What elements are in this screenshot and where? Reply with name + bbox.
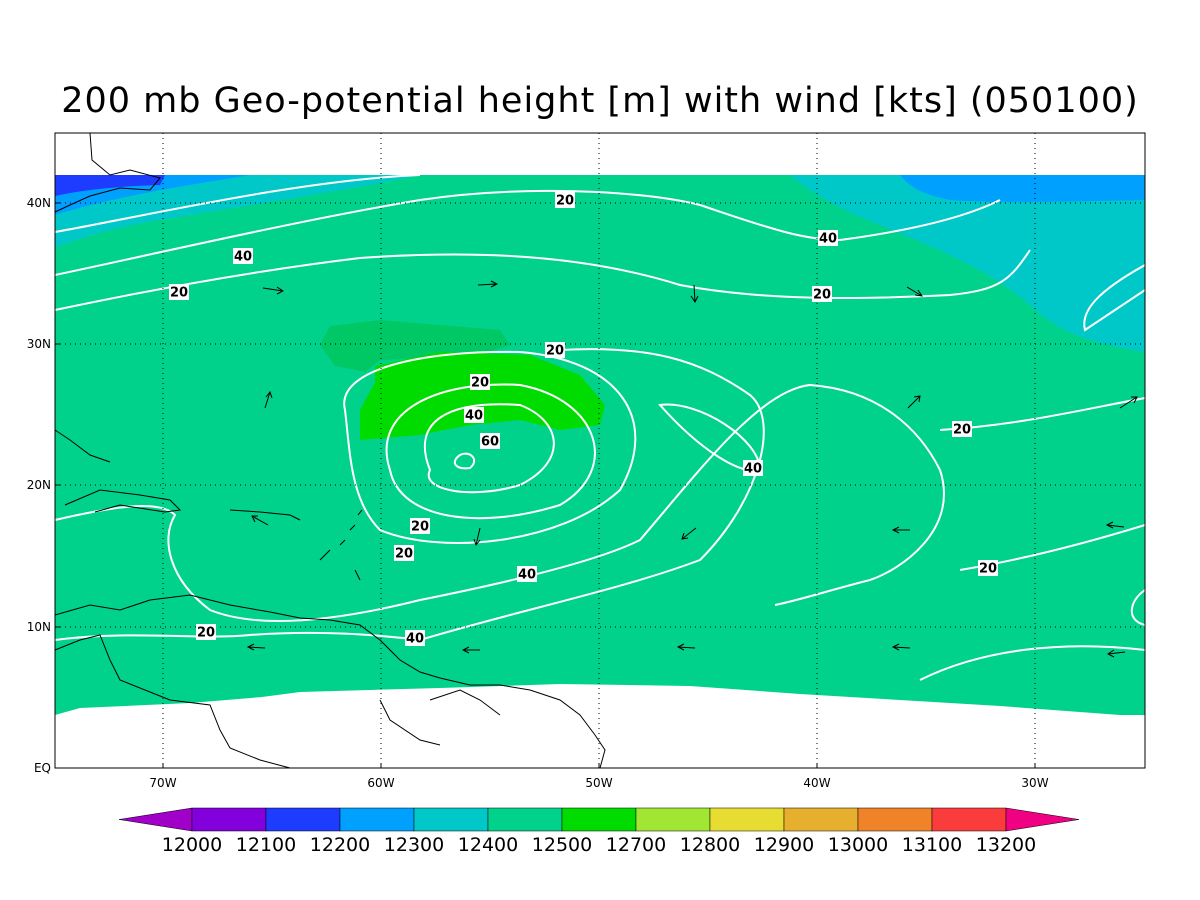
lon-label: 50W bbox=[585, 776, 612, 790]
colorbar-box bbox=[783, 807, 859, 832]
height-fill-12300 bbox=[790, 175, 1145, 352]
contour-label: 40 bbox=[518, 568, 536, 583]
contour-label: 20 bbox=[471, 376, 489, 391]
height-fill-12100 bbox=[55, 175, 165, 196]
contour-label-box bbox=[978, 560, 998, 576]
lon-label: 30W bbox=[1021, 776, 1048, 790]
grid bbox=[55, 133, 1145, 768]
contour-label-box bbox=[394, 545, 414, 561]
colorbar-box bbox=[487, 807, 563, 832]
lat-label: 20N bbox=[27, 478, 51, 492]
colorbar-box bbox=[339, 807, 415, 832]
colorbar-label: 12900 bbox=[754, 834, 814, 856]
contour-label-box bbox=[464, 407, 484, 423]
contour-label: 60 bbox=[481, 435, 499, 450]
contour-label: 20 bbox=[953, 423, 971, 438]
height-fill-12500 bbox=[360, 352, 605, 440]
contour-label-box bbox=[196, 624, 216, 640]
colorbar-box bbox=[413, 807, 489, 832]
contour-label: 20 bbox=[411, 520, 429, 535]
contour-label-box bbox=[470, 374, 490, 390]
contour-label: 20 bbox=[979, 562, 997, 577]
lat-label: 10N bbox=[27, 620, 51, 634]
height-fill-12300 bbox=[55, 175, 420, 248]
contour-label-box bbox=[952, 421, 972, 437]
map-area: 20 40 40 20 20 20 20 40 60 40 20 20 40 20 20 20 40 bbox=[54, 132, 1146, 769]
coastlines bbox=[54, 132, 606, 769]
contour-label-box bbox=[405, 630, 425, 646]
colorbar-label: 12800 bbox=[680, 834, 740, 856]
contour-label: 20 bbox=[395, 547, 413, 562]
lat-label: 30N bbox=[27, 337, 51, 351]
colorbar-label: 12200 bbox=[310, 834, 370, 856]
colorbar-box bbox=[931, 807, 1007, 832]
colorbar-label: 12400 bbox=[458, 834, 518, 856]
colorbar-label: 13200 bbox=[976, 834, 1036, 856]
height-fill-12500 bbox=[320, 320, 510, 372]
colorbar-label: 12500 bbox=[532, 834, 592, 856]
contour-label: 20 bbox=[546, 344, 564, 359]
colorbar-triangle bbox=[1005, 807, 1080, 832]
contour-label: 20 bbox=[170, 286, 188, 301]
contour-label-box bbox=[233, 248, 253, 264]
contour-label: 40 bbox=[465, 409, 483, 424]
contour-label-box bbox=[517, 566, 537, 582]
contour-label: 20 bbox=[197, 626, 215, 641]
contour-label: 40 bbox=[406, 632, 424, 647]
colorbar-label: 12700 bbox=[606, 834, 666, 856]
contour-label-box bbox=[743, 460, 763, 476]
colorbar-label: 12300 bbox=[384, 834, 444, 856]
contour-label-box bbox=[818, 230, 838, 246]
contour-label: 40 bbox=[819, 232, 837, 247]
contour-label-box bbox=[545, 342, 565, 358]
axis-labels: 70W 60W 50W 40W 30W EQ 10N 20N 30N 40N bbox=[27, 196, 1049, 790]
colorbar-label: 12000 bbox=[162, 834, 222, 856]
map-frame bbox=[54, 132, 1146, 769]
colorbar-box bbox=[635, 807, 711, 832]
colorbar-label: 13000 bbox=[828, 834, 888, 856]
wind-arrows bbox=[246, 280, 1138, 658]
lon-label: 40W bbox=[803, 776, 830, 790]
contour-label-box bbox=[812, 286, 832, 302]
contour-label: 20 bbox=[556, 194, 574, 209]
lon-label: 60W bbox=[367, 776, 394, 790]
colorbar-box bbox=[561, 807, 637, 832]
contour-label: 20 bbox=[813, 288, 831, 303]
contour-label-box bbox=[480, 433, 500, 449]
contour-label: 40 bbox=[744, 462, 762, 477]
contour-labels: 20 40 40 20 20 20 20 40 60 40 20 20 40 20 20 20 40 bbox=[169, 192, 998, 647]
colorbar-label: 13100 bbox=[902, 834, 962, 856]
contour-label-box bbox=[555, 192, 575, 208]
contour-label: 40 bbox=[234, 250, 252, 265]
colorbar-box bbox=[857, 807, 933, 832]
colorbar: 12000 12100 12200 12300 12400 12500 12700 12800… bbox=[118, 807, 1080, 856]
colorbar-box bbox=[265, 807, 341, 832]
wind-contours bbox=[54, 174, 1146, 681]
colorbar-triangle bbox=[118, 807, 193, 832]
contour-label-box bbox=[410, 518, 430, 534]
title: 200 mb Geo-potential height [m] with win… bbox=[61, 81, 1139, 121]
lat-label: EQ bbox=[34, 761, 51, 775]
lat-label: 40N bbox=[27, 196, 51, 210]
lon-label: 70W bbox=[149, 776, 176, 790]
colorbar-box bbox=[191, 807, 267, 832]
contour-label-box bbox=[169, 284, 189, 300]
height-fill-12200 bbox=[900, 175, 1145, 202]
colorbar-label: 12100 bbox=[236, 834, 296, 856]
colorbar-box bbox=[709, 807, 785, 832]
